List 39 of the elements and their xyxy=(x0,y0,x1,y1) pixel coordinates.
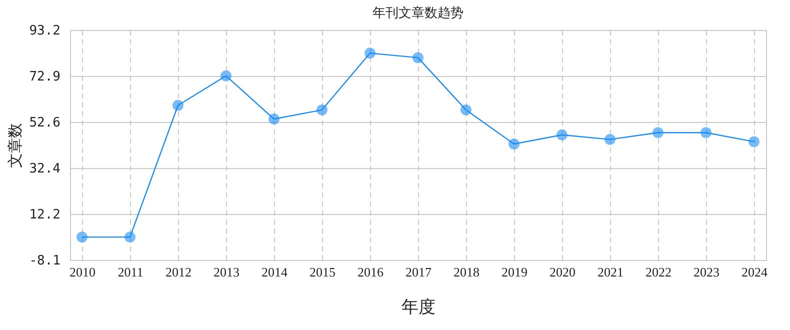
y-tick-label: 12.2 xyxy=(29,207,60,222)
x-tick-label: 2013 xyxy=(214,264,240,280)
point xyxy=(700,127,712,138)
x-tick-label: 2012 xyxy=(166,264,192,280)
chart-title: 年刊文章数趋势 xyxy=(372,6,464,21)
y-tick-label: 93.2 xyxy=(29,24,60,38)
y-tick-label: 32.4 xyxy=(29,162,61,177)
y-tick-label: 52.6 xyxy=(29,116,60,131)
point xyxy=(220,70,232,82)
x-tick-label: 2024 xyxy=(742,264,768,280)
point xyxy=(508,138,520,150)
x-tick-label: 2018 xyxy=(454,264,480,280)
y-axis-title: 文章数 xyxy=(6,123,24,168)
point xyxy=(364,48,376,59)
y-tick-label: 72.9 xyxy=(29,70,60,85)
x-tick-label: 2021 xyxy=(598,264,624,280)
x-tick-label: 2022 xyxy=(646,264,672,280)
x-tick-label: 2023 xyxy=(694,264,720,280)
point xyxy=(412,52,424,64)
point xyxy=(604,134,616,145)
y-tick-label: -8.1 xyxy=(29,254,60,268)
point xyxy=(76,232,88,243)
point xyxy=(652,127,664,138)
x-tick-label: 2011 xyxy=(118,264,144,280)
point xyxy=(556,129,568,140)
point xyxy=(748,136,760,148)
x-tick-label: 2010 xyxy=(70,264,96,280)
x-tick-label: 2014 xyxy=(262,264,288,280)
x-tick-label: 2016 xyxy=(358,264,384,280)
point xyxy=(268,114,280,124)
x-tick-label: 2020 xyxy=(550,264,576,280)
point xyxy=(124,232,136,243)
x-tick-label: 2019 xyxy=(502,264,528,280)
point xyxy=(460,104,472,116)
x-tick-label: 2015 xyxy=(310,264,336,280)
x-axis-title: 年度 xyxy=(402,298,436,318)
point xyxy=(316,104,328,116)
point xyxy=(172,100,184,111)
x-tick-label: 2017 xyxy=(406,264,432,280)
